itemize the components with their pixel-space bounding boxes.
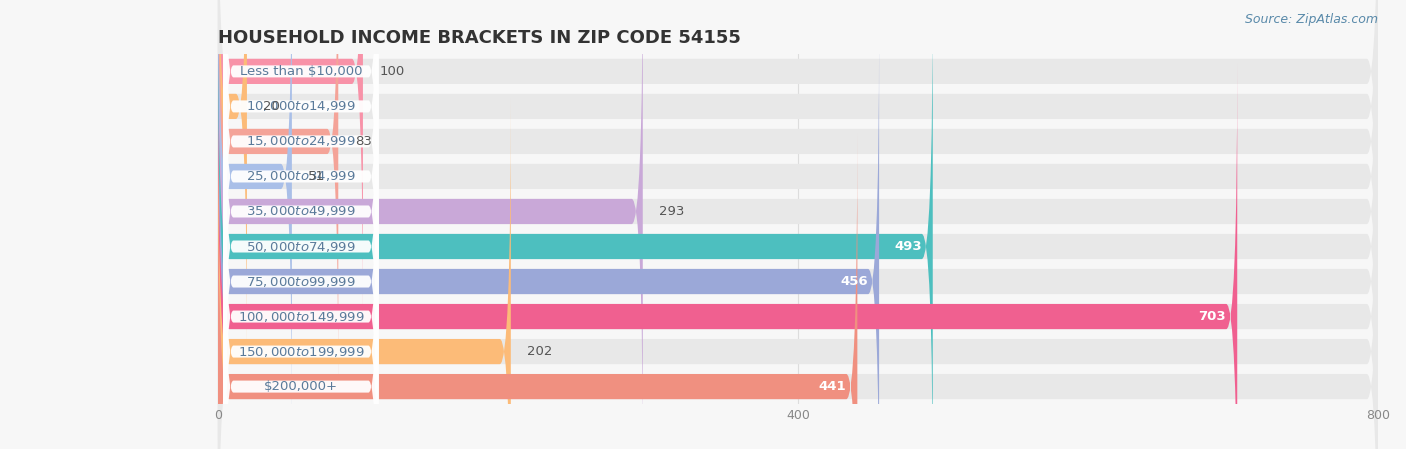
FancyBboxPatch shape xyxy=(218,0,247,360)
FancyBboxPatch shape xyxy=(218,28,1378,449)
FancyBboxPatch shape xyxy=(224,0,378,304)
FancyBboxPatch shape xyxy=(218,0,1378,430)
Text: Less than $10,000: Less than $10,000 xyxy=(239,65,363,78)
Text: 83: 83 xyxy=(354,135,371,148)
FancyBboxPatch shape xyxy=(224,48,378,449)
FancyBboxPatch shape xyxy=(224,154,378,449)
FancyBboxPatch shape xyxy=(218,0,1378,395)
FancyBboxPatch shape xyxy=(224,13,378,449)
FancyBboxPatch shape xyxy=(218,63,1237,449)
Text: 202: 202 xyxy=(527,345,553,358)
Text: 293: 293 xyxy=(659,205,685,218)
FancyBboxPatch shape xyxy=(218,0,1378,449)
FancyBboxPatch shape xyxy=(218,0,932,449)
Text: $200,000+: $200,000+ xyxy=(264,380,337,393)
Text: 703: 703 xyxy=(1198,310,1226,323)
FancyBboxPatch shape xyxy=(224,84,378,449)
Text: $10,000 to $14,999: $10,000 to $14,999 xyxy=(246,99,356,114)
FancyBboxPatch shape xyxy=(224,0,378,445)
Text: $150,000 to $199,999: $150,000 to $199,999 xyxy=(238,344,364,359)
Text: Source: ZipAtlas.com: Source: ZipAtlas.com xyxy=(1244,13,1378,26)
Text: 20: 20 xyxy=(263,100,280,113)
FancyBboxPatch shape xyxy=(218,133,858,449)
FancyBboxPatch shape xyxy=(218,0,1378,325)
FancyBboxPatch shape xyxy=(218,0,292,430)
Text: $15,000 to $24,999: $15,000 to $24,999 xyxy=(246,134,356,149)
FancyBboxPatch shape xyxy=(218,133,1378,449)
FancyBboxPatch shape xyxy=(218,98,1378,449)
Text: 493: 493 xyxy=(894,240,922,253)
Text: HOUSEHOLD INCOME BRACKETS IN ZIP CODE 54155: HOUSEHOLD INCOME BRACKETS IN ZIP CODE 54… xyxy=(218,29,741,47)
Text: 100: 100 xyxy=(380,65,405,78)
FancyBboxPatch shape xyxy=(224,0,378,339)
FancyBboxPatch shape xyxy=(218,28,879,449)
FancyBboxPatch shape xyxy=(224,119,378,449)
FancyBboxPatch shape xyxy=(218,0,1378,449)
Text: 441: 441 xyxy=(818,380,846,393)
FancyBboxPatch shape xyxy=(218,0,363,325)
FancyBboxPatch shape xyxy=(224,0,378,374)
FancyBboxPatch shape xyxy=(218,0,1378,360)
FancyBboxPatch shape xyxy=(218,0,643,449)
Text: 51: 51 xyxy=(308,170,325,183)
Text: $50,000 to $74,999: $50,000 to $74,999 xyxy=(246,239,356,254)
Text: $75,000 to $99,999: $75,000 to $99,999 xyxy=(246,274,356,289)
Text: $25,000 to $34,999: $25,000 to $34,999 xyxy=(246,169,356,184)
FancyBboxPatch shape xyxy=(218,98,510,449)
FancyBboxPatch shape xyxy=(224,0,378,409)
FancyBboxPatch shape xyxy=(218,63,1378,449)
Text: 456: 456 xyxy=(841,275,868,288)
Text: $35,000 to $49,999: $35,000 to $49,999 xyxy=(246,204,356,219)
FancyBboxPatch shape xyxy=(218,0,339,395)
Text: $100,000 to $149,999: $100,000 to $149,999 xyxy=(238,309,364,324)
